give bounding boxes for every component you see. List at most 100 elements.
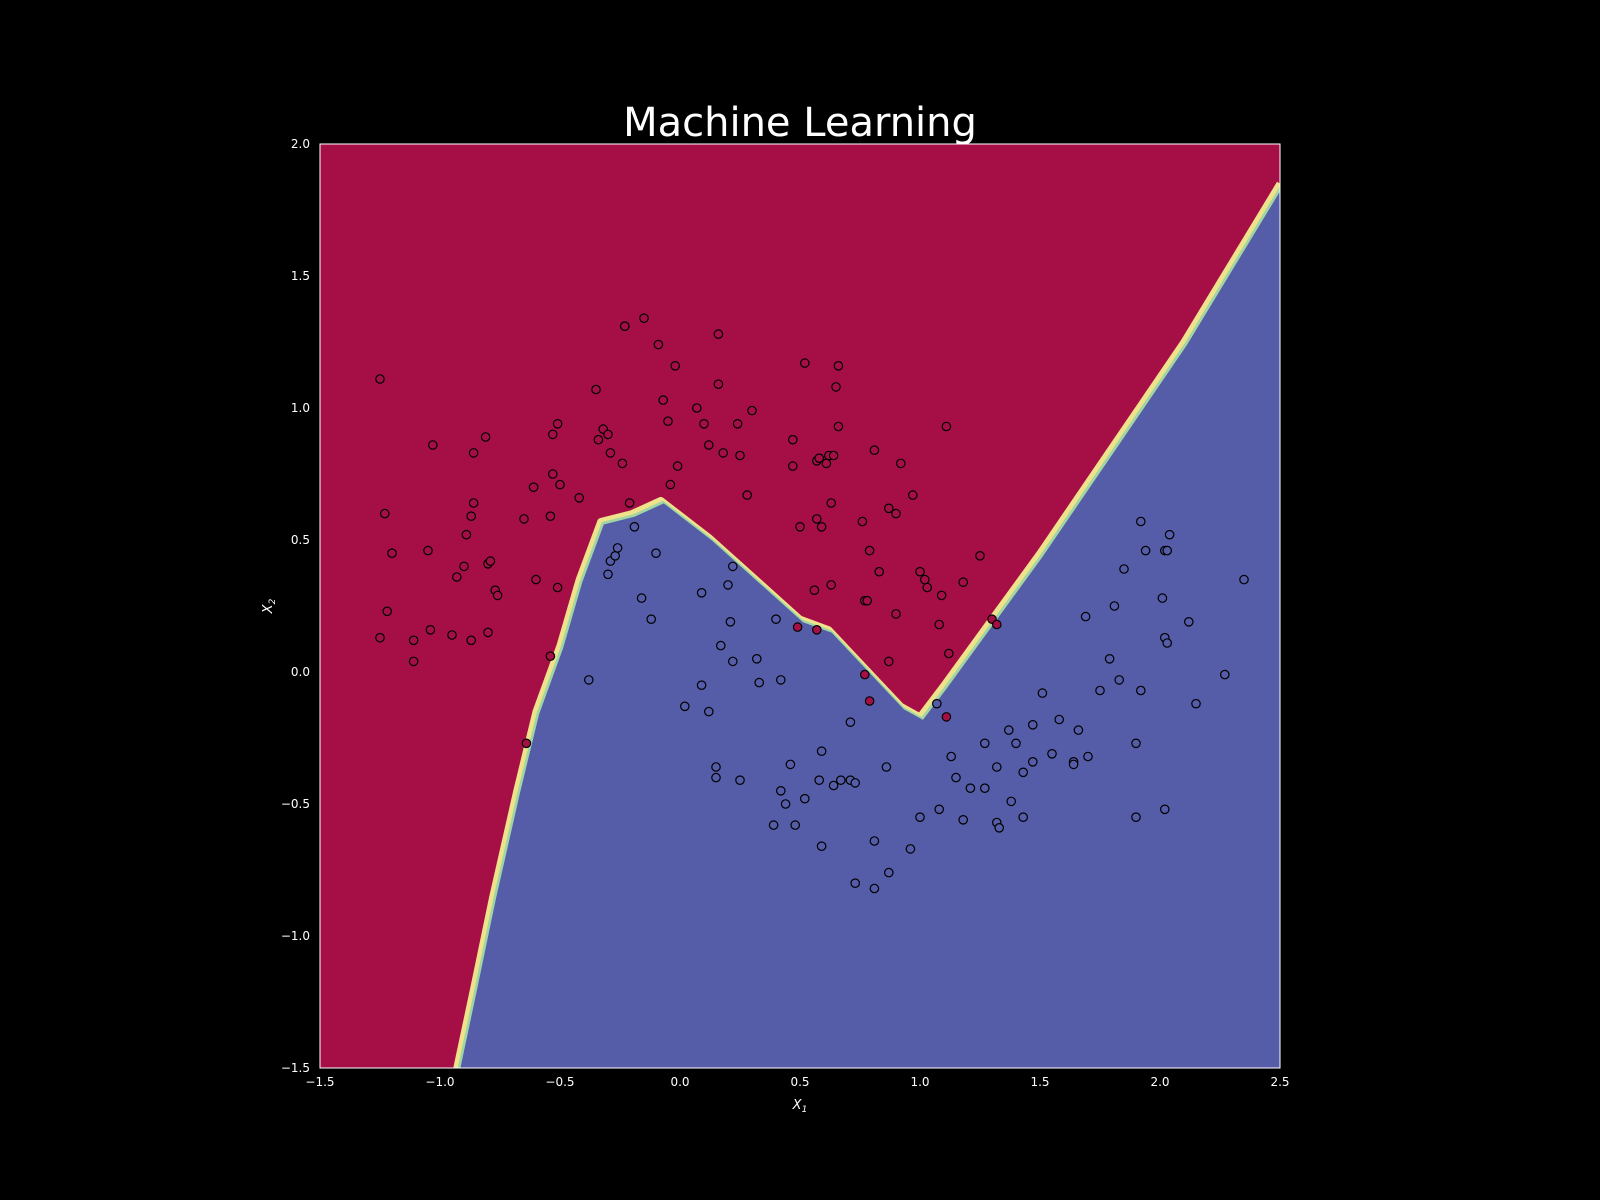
scatter-point-class-1	[1162, 638, 1172, 648]
scatter-point-class-0	[425, 624, 436, 635]
scatter-point-class-0	[941, 712, 952, 722]
y-tick-label: 1.0	[291, 401, 310, 415]
x-tick-label: 0.5	[790, 1075, 809, 1089]
scatter-point-class-0	[795, 521, 805, 532]
scatter-point-class-0	[703, 440, 714, 450]
scatter-point-class-1	[603, 569, 613, 580]
scatter-point-class-1	[1164, 529, 1175, 540]
y-axis-ticks: −1.5 −1.0 −0.5 0.0 0.5 1.0 1.5 2.0	[281, 137, 310, 1075]
scatter-point-class-1	[1047, 748, 1057, 759]
scatter-points	[375, 313, 1249, 894]
scatter-point-class-0	[883, 503, 894, 514]
scatter-point-class-1	[696, 587, 707, 598]
y-axis-label-subscript: 2	[268, 598, 278, 604]
scatter-point-class-0	[423, 545, 433, 556]
scatter-point-class-0	[826, 498, 836, 508]
scatter-point-class-1	[1239, 574, 1249, 585]
scatter-point-class-1	[679, 701, 690, 712]
x-tick-label: 0.0	[670, 1075, 689, 1089]
scatter-point-class-0	[787, 434, 798, 445]
scatter-point-class-0	[919, 574, 930, 585]
scatter-point-class-0	[545, 651, 556, 661]
scatter-point-class-0	[591, 384, 601, 395]
scatter-point-class-1	[850, 878, 860, 888]
scatter-point-class-0	[382, 606, 392, 617]
scatter-point-class-1	[958, 814, 968, 825]
scatter-point-class-0	[936, 590, 947, 601]
plot-area	[320, 144, 1280, 1068]
scatter-point-class-1	[1054, 714, 1064, 725]
scatter-point-class-1	[1136, 685, 1146, 696]
y-tick-label: −0.5	[281, 797, 310, 811]
chart-title: Machine Learning	[623, 100, 977, 146]
scatter-point-class-0	[814, 453, 824, 463]
x-tick-label: 2.5	[1270, 1075, 1289, 1089]
scatter-point-class-0	[826, 580, 836, 590]
scatter-point-class-0	[922, 582, 932, 593]
x-tick-label: 1.5	[1030, 1075, 1049, 1089]
scatter-point-class-0	[907, 490, 918, 500]
scatter-point-class-1	[946, 751, 956, 762]
scatter-point-class-0	[451, 572, 462, 582]
scatter-point-class-0	[617, 458, 628, 469]
scatter-point-class-1	[951, 772, 961, 783]
scatter-point-class-1	[979, 783, 990, 793]
scatter-point-class-0	[605, 448, 616, 458]
x-tick-label: −1.5	[305, 1075, 334, 1089]
scatter-point-class-0	[547, 429, 558, 440]
scatter-point-class-0	[670, 360, 680, 371]
scatter-point-class-1	[1083, 751, 1093, 762]
scatter-point-class-1	[816, 746, 827, 756]
scatter-point-class-0	[869, 445, 880, 455]
scatter-point-class-0	[387, 548, 397, 558]
scatter-point-class-1	[768, 820, 779, 830]
scatter-point-class-0	[379, 508, 390, 519]
scatter-point-class-1	[735, 775, 745, 785]
scatter-point-class-0	[828, 450, 839, 461]
scatter-point-class-1	[1191, 698, 1201, 709]
scatter-point-class-1	[1006, 796, 1016, 807]
scatter-point-class-1	[915, 812, 925, 822]
scatter-point-class-0	[574, 492, 584, 503]
scatter-point-class-1	[651, 548, 661, 558]
y-tick-label: 0.5	[291, 533, 310, 547]
scatter-point-class-0	[859, 669, 870, 680]
scatter-point-class-0	[547, 469, 558, 479]
scatter-point-class-0	[713, 379, 724, 389]
scatter-point-class-0	[552, 582, 563, 593]
scatter-point-class-0	[833, 421, 844, 432]
scatter-point-class-1	[979, 738, 990, 749]
y-tick-label: 2.0	[291, 137, 310, 151]
scatter-point-class-0	[593, 434, 604, 445]
scatter-point-class-0	[624, 498, 635, 508]
scatter-point-class-0	[891, 508, 901, 519]
scatter-point-class-0	[663, 416, 673, 426]
region-class-1	[460, 191, 1280, 1068]
scatter-point-class-1	[751, 653, 762, 664]
scatter-point-class-1	[1131, 812, 1141, 822]
scatter-point-class-1	[905, 844, 916, 854]
y-tick-label: −1.0	[281, 929, 310, 943]
scatter-point-class-0	[975, 550, 985, 561]
scatter-point-class-1	[583, 675, 594, 685]
scatter-point-class-0	[811, 514, 822, 524]
scatter-point-class-0	[466, 511, 476, 521]
x-tick-label: −1.0	[425, 1075, 454, 1089]
scatter-point-class-1	[991, 762, 1002, 772]
plot-frame	[319, 143, 1281, 1069]
scatter-point-class-0	[492, 590, 503, 601]
x-tick-label: 1.0	[910, 1075, 929, 1089]
y-tick-label: 0.0	[291, 665, 310, 679]
scatter-point-class-0	[699, 418, 709, 429]
scatter-point-class-0	[528, 482, 539, 492]
scatter-point-class-1	[799, 793, 810, 804]
scatter-point-class-1	[869, 836, 880, 846]
scatter-point-class-1	[1220, 669, 1230, 680]
scatter-point-class-0	[658, 395, 668, 405]
scatter-point-class-0	[915, 566, 925, 577]
scatter-point-class-0	[821, 458, 832, 469]
scatter-point-class-1	[1114, 675, 1124, 685]
scatter-point-class-1	[711, 762, 721, 772]
scatter-point-class-0	[653, 339, 664, 350]
scatter-point-class-0	[639, 313, 649, 323]
